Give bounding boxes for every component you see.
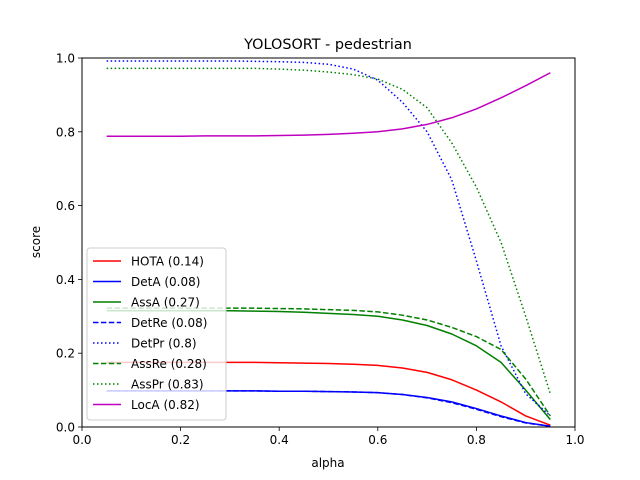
x-tick-label: 0.8 [467, 433, 486, 447]
y-tick-label: 0.4 [56, 273, 75, 287]
legend-label-1: DetA (0.08) [131, 275, 200, 289]
legend: HOTA (0.14) DetA (0.08) AssA (0.27) DetRe (… [86, 247, 227, 421]
legend-label-5: AssRe (0.28) [131, 357, 207, 371]
y-tick-label: 1.0 [56, 52, 75, 66]
legend-label-4: DetPr (0.8) [131, 337, 197, 351]
y-axis-ticks: 0.0 0.2 0.4 0.6 0.8 1.0 [56, 52, 82, 435]
y-tick-label: 0.0 [56, 421, 75, 435]
y-axis-label: score [29, 226, 43, 258]
x-tick-label: 0.0 [72, 433, 91, 447]
x-axis-ticks: 0.0 0.2 0.4 0.6 0.8 1.0 [72, 427, 585, 447]
legend-label-7: LocA (0.82) [131, 398, 200, 412]
y-tick-label: 0.6 [56, 199, 75, 213]
y-tick-label: 0.8 [56, 125, 75, 139]
x-tick-label: 0.6 [368, 433, 387, 447]
legend-label-6: AssPr (0.83) [131, 378, 204, 392]
series-line-7 [106, 72, 551, 137]
legend-box [86, 247, 227, 421]
x-tick-label: 1.0 [565, 433, 584, 447]
legend-label-3: DetRe (0.08) [131, 316, 207, 330]
legend-label-0: HOTA (0.14) [131, 255, 204, 269]
x-axis-label: alpha [311, 456, 344, 470]
y-tick-label: 0.2 [56, 347, 75, 361]
x-tick-label: 0.2 [171, 433, 190, 447]
chart-title: YOLOSORT - pedestrian [243, 37, 412, 53]
series-line-4 [106, 60, 551, 417]
plot-frame [81, 57, 576, 428]
legend-label-2: AssA (0.27) [131, 296, 200, 310]
x-tick-label: 0.4 [270, 433, 289, 447]
